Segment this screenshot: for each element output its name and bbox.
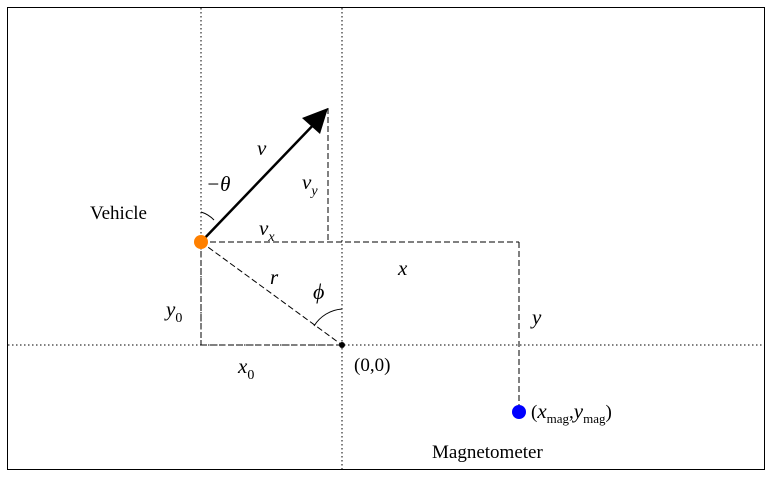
r-line xyxy=(200,241,343,346)
figure-frame xyxy=(7,7,765,470)
vehicle-point xyxy=(194,235,208,249)
origin-label: (0,0) xyxy=(354,355,390,376)
vy-label: vy xyxy=(302,170,318,199)
y-label: y xyxy=(530,305,542,329)
neg-theta-label: −θ xyxy=(206,172,231,196)
origin-point xyxy=(339,342,345,348)
magnetometer-label: Magnetometer xyxy=(432,442,543,463)
velocity-vector xyxy=(200,119,319,243)
y0-label: y0 xyxy=(164,297,182,326)
magnetometer-point xyxy=(512,405,526,419)
vx-label: vx xyxy=(259,216,275,245)
v-label: v xyxy=(257,136,267,160)
magnetometer-coords-label: (xmag,ymag) xyxy=(531,399,612,426)
velocity-arrowhead xyxy=(302,108,328,134)
x-label: x xyxy=(397,256,408,280)
x0-label: x0 xyxy=(237,354,254,383)
phi-label: ϕ xyxy=(313,279,324,304)
phi-arc xyxy=(313,308,343,327)
vehicle-label: Vehicle xyxy=(90,203,147,224)
r-label: r xyxy=(270,265,279,289)
theta-arc xyxy=(200,211,215,221)
